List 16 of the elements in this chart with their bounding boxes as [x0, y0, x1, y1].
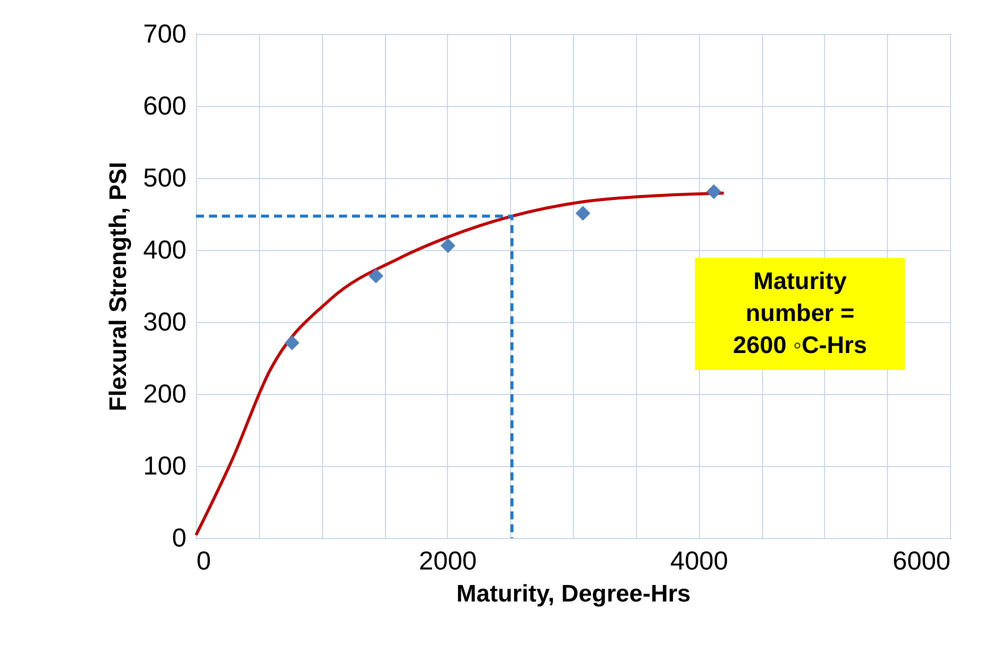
y-tick-label: 300 [143, 306, 186, 336]
y-tick-label: 200 [143, 378, 186, 408]
y-tick-label: 700 [143, 18, 186, 48]
y-tick-label: 500 [143, 162, 186, 192]
y-tick-label: 0 [172, 522, 186, 552]
x-axis-title: Maturity, Degree-Hrs [456, 580, 691, 608]
x-tick-label: 6000 [892, 546, 950, 576]
y-tick-label: 100 [143, 450, 186, 480]
y-tick-label: 600 [143, 90, 186, 120]
y-tick-label: 400 [143, 234, 186, 264]
x-tick-label: 2000 [418, 546, 477, 576]
annotation: Maturity number = 2600 ◦C-Hrs [695, 258, 905, 370]
x-tick-label: 0 [196, 546, 211, 576]
y-axis-title: Flexural Strength, PSI [105, 162, 132, 412]
x-tick-label: 4000 [670, 546, 728, 576]
line-series [194, 192, 726, 537]
